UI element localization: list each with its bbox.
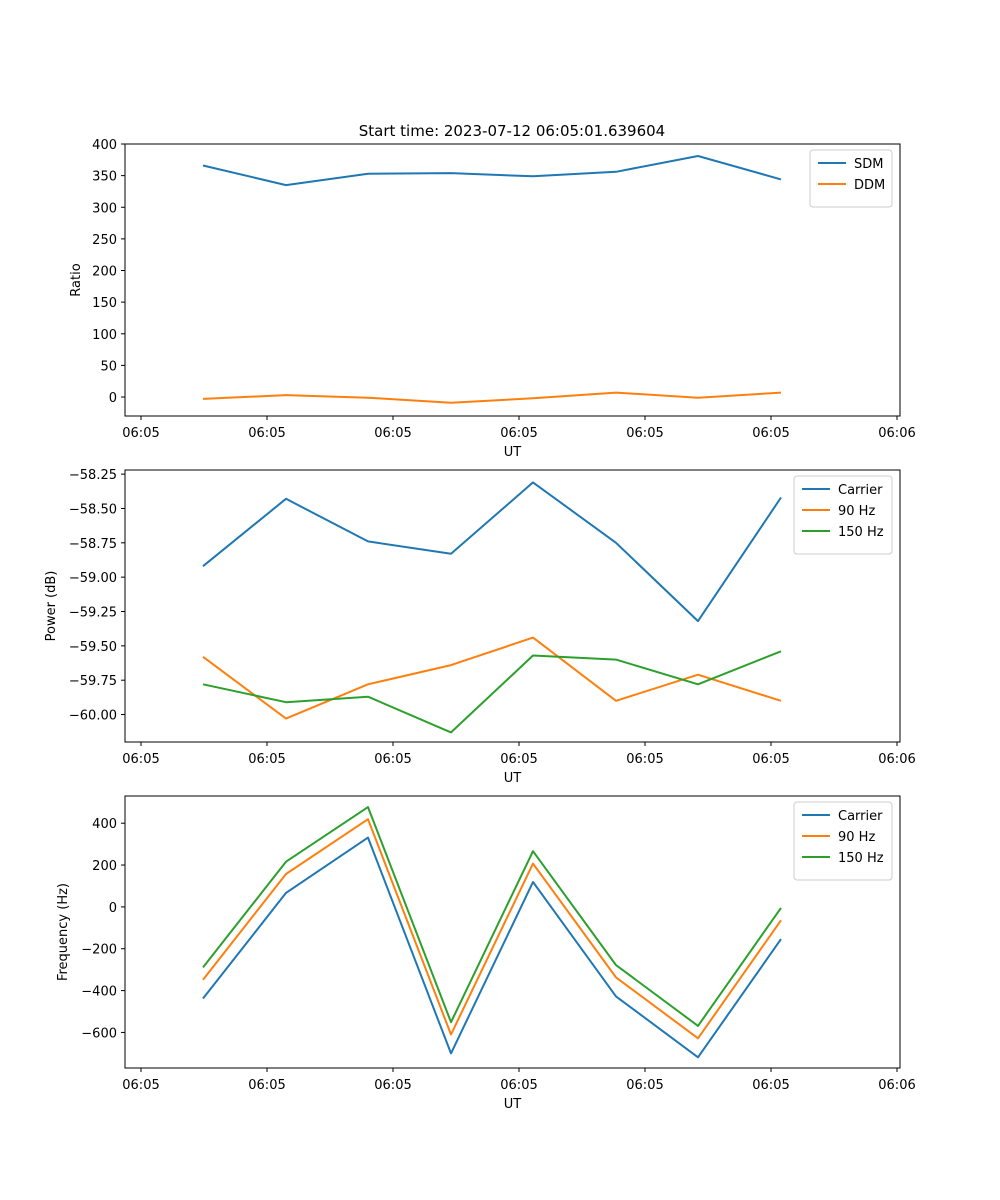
y-tick-label: −59.75: [69, 674, 117, 689]
x-axis-label: UT: [504, 771, 522, 786]
legend-label: 90 Hz: [838, 830, 875, 845]
y-tick-label: 400: [92, 817, 117, 832]
x-tick-label: 06:05: [626, 1078, 663, 1093]
x-tick-label: 06:05: [500, 752, 537, 767]
series-line-150-hz: [202, 806, 782, 1027]
y-tick-label: 100: [92, 328, 117, 343]
x-tick-label: 06:05: [500, 1078, 537, 1093]
x-tick-label: 06:05: [500, 426, 537, 441]
y-tick-label: 0: [109, 901, 117, 916]
x-tick-label: 06:05: [374, 426, 411, 441]
plot-frame: [124, 795, 901, 1069]
y-tick-label: 0: [109, 391, 117, 406]
y-axis-label: Power (dB): [44, 571, 59, 642]
x-tick-label: 06:05: [752, 752, 789, 767]
legend-box: [793, 475, 893, 555]
plot-frame: [124, 469, 901, 743]
x-tick-label: 06:06: [878, 426, 915, 441]
y-tick-label: 200: [92, 859, 117, 874]
legend-label: DDM: [854, 178, 885, 193]
subplot-3: −600 −400 −200 0 200 400 06:05 06:05 06:05 06:05 0…: [56, 795, 916, 1112]
legend-label: 90 Hz: [838, 504, 875, 519]
y-tick-label: −58.50: [69, 502, 117, 517]
series-line-sdm: [202, 155, 782, 187]
legend: SDM DDM: [809, 149, 893, 208]
y-tick-label: −59.50: [69, 640, 117, 655]
y-tick-label: −59.00: [69, 571, 117, 586]
y-tick-label: −60.00: [69, 709, 117, 724]
y-tick-label: −200: [81, 943, 117, 958]
subplot-1: 0 50 100 150 200 250 300 350 400 06:05 06:05 06:05 0…: [69, 138, 916, 460]
series-line-90-hz: [202, 636, 782, 720]
x-tick-label: 06:05: [248, 1078, 285, 1093]
y-tick-label: 300: [92, 201, 117, 216]
figure-title: Start time: 2023-07-12 06:05:01.639604: [359, 122, 665, 140]
y-axis-label: Frequency (Hz): [56, 883, 71, 981]
x-tick-label: 06:05: [752, 1078, 789, 1093]
x-tick-label: 06:05: [374, 1078, 411, 1093]
y-tick-label: 400: [92, 138, 117, 153]
x-tick-label: 06:05: [626, 752, 663, 767]
x-axis-label: UT: [504, 1097, 522, 1112]
series-line-carrier: [202, 481, 782, 623]
y-tick-label: 150: [92, 296, 117, 311]
y-tick-label: 50: [100, 359, 117, 374]
legend-box: [809, 149, 893, 208]
y-tick-label: −400: [81, 985, 117, 1000]
x-tick-label: 06:05: [248, 426, 285, 441]
series-line-ddm: [202, 391, 782, 404]
legend: Carrier 90 Hz 150 Hz: [793, 801, 893, 881]
y-tick-label: 350: [92, 170, 117, 185]
plot-frame: [124, 143, 901, 417]
subplot-2: −60.00 −59.75 −59.50 −59.25 −59.00 −58.75 −58.…: [44, 468, 916, 786]
y-tick-label: −58.75: [69, 537, 117, 552]
x-tick-label: 06:05: [122, 426, 159, 441]
x-tick-label: 06:05: [374, 752, 411, 767]
x-axis-label: UT: [504, 445, 522, 460]
y-axis-label: Ratio: [69, 263, 84, 296]
legend: Carrier 90 Hz 150 Hz: [793, 475, 893, 555]
series-line-90-hz: [202, 818, 782, 1040]
series-line-carrier: [202, 836, 782, 1059]
x-tick-label: 06:05: [122, 752, 159, 767]
legend-label: Carrier: [838, 483, 883, 498]
x-tick-label: 06:06: [878, 1078, 915, 1093]
y-tick-label: 200: [92, 265, 117, 280]
x-tick-label: 06:05: [752, 426, 789, 441]
y-tick-label: −58.25: [69, 468, 117, 483]
legend-label: 150 Hz: [838, 525, 884, 540]
y-tick-label: −600: [81, 1026, 117, 1041]
legend-label: SDM: [854, 157, 883, 172]
x-tick-label: 06:05: [122, 1078, 159, 1093]
series-line-150-hz: [202, 650, 782, 734]
legend-label: Carrier: [838, 809, 883, 824]
legend-box: [793, 801, 893, 881]
x-tick-label: 06:05: [626, 426, 663, 441]
x-tick-label: 06:05: [248, 752, 285, 767]
x-tick-label: 06:06: [878, 752, 915, 767]
legend-label: 150 Hz: [838, 851, 884, 866]
y-tick-label: −59.25: [69, 605, 117, 620]
y-tick-label: 250: [92, 233, 117, 248]
